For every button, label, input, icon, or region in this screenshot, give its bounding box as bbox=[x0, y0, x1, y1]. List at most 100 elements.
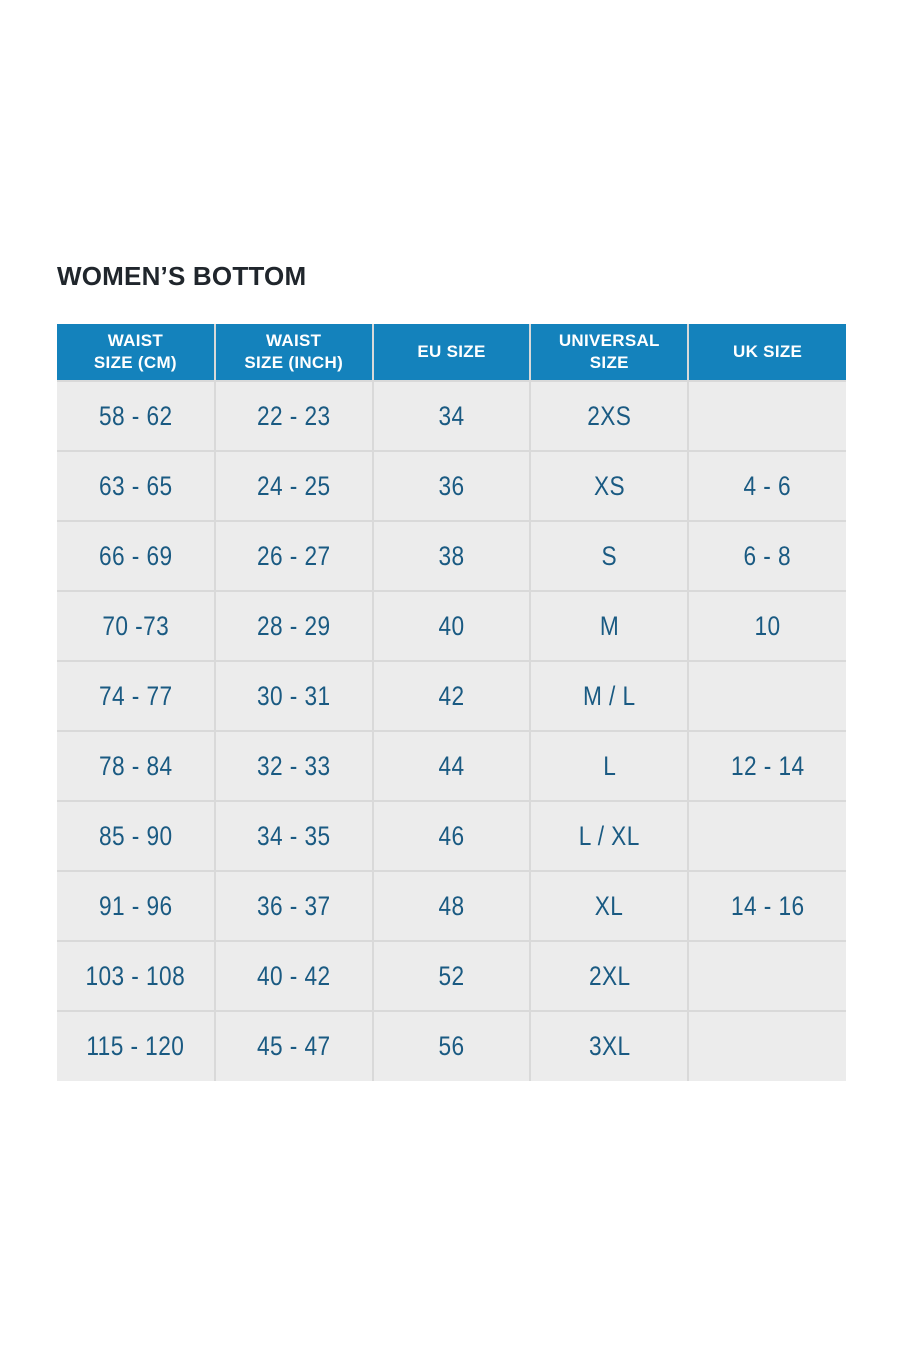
cell-value: 26 - 27 bbox=[256, 540, 331, 571]
cell-value: 91 - 96 bbox=[98, 890, 173, 921]
cell-value: 85 - 90 bbox=[98, 820, 173, 851]
size-cell: 78 - 84 bbox=[56, 730, 216, 802]
size-cell bbox=[687, 1010, 847, 1082]
size-cell: 24 - 25 bbox=[213, 450, 374, 522]
table-row: 66 - 69 26 - 27 38 S 6 - 8 bbox=[56, 520, 847, 592]
cell-value: 3XL bbox=[588, 1031, 631, 1061]
cell-value: 42 bbox=[438, 680, 465, 711]
cell-value: 115 - 120 bbox=[86, 1031, 185, 1061]
column-header: UNIVERSAL SIZE bbox=[529, 323, 690, 382]
size-cell: 52 bbox=[371, 940, 532, 1012]
cell-value: 45 - 47 bbox=[256, 1031, 331, 1061]
table-row: 115 - 120 45 - 47 56 3XL bbox=[56, 1010, 847, 1082]
table-row: 85 - 90 34 - 35 46 L / XL bbox=[56, 800, 847, 872]
size-cell: XS bbox=[529, 450, 690, 522]
cell-value: 38 bbox=[438, 540, 465, 571]
cell-value: 6 - 8 bbox=[743, 540, 792, 571]
size-cell: M bbox=[529, 590, 690, 662]
size-cell: 103 - 108 bbox=[56, 940, 216, 1012]
table-row: 74 - 77 30 - 31 42 M / L bbox=[56, 660, 847, 732]
size-cell: 91 - 96 bbox=[56, 870, 216, 942]
size-cell: 4 - 6 bbox=[687, 450, 847, 522]
size-cell: 28 - 29 bbox=[213, 590, 374, 662]
size-cell: 40 - 42 bbox=[213, 940, 374, 1012]
size-cell: 14 - 16 bbox=[687, 870, 847, 942]
size-cell: 56 bbox=[371, 1010, 532, 1082]
size-cell: 40 bbox=[371, 590, 532, 662]
size-cell bbox=[687, 940, 847, 1012]
cell-value: L bbox=[602, 750, 616, 781]
cell-value: M / L bbox=[583, 680, 636, 711]
cell-value: 32 - 33 bbox=[256, 750, 331, 781]
cell-value: S bbox=[601, 540, 618, 571]
column-header: EU SIZE bbox=[371, 323, 532, 382]
table-row: 91 - 96 36 - 37 48 XL 14 - 16 bbox=[56, 870, 847, 942]
cell-value: 44 bbox=[438, 750, 465, 781]
cell-value: XL bbox=[594, 890, 624, 921]
cell-value: 30 - 31 bbox=[256, 680, 331, 711]
size-cell: 70 -73 bbox=[56, 590, 216, 662]
size-chart-section: WOMEN’S BOTTOM WAIST SIZE (CM) WAIST SIZE… bbox=[56, 261, 847, 1082]
size-cell: 74 - 77 bbox=[56, 660, 216, 732]
cell-value: 24 - 25 bbox=[256, 470, 331, 501]
table-row: 70 -73 28 - 29 40 M 10 bbox=[56, 590, 847, 662]
cell-value: 40 - 42 bbox=[256, 960, 331, 991]
cell-value: 14 - 16 bbox=[730, 890, 805, 921]
size-cell: 115 - 120 bbox=[56, 1010, 216, 1082]
cell-value: 36 bbox=[438, 470, 465, 501]
cell-value: 58 - 62 bbox=[98, 400, 173, 431]
cell-value: 70 -73 bbox=[101, 610, 169, 641]
cell-value: 103 - 108 bbox=[85, 960, 186, 991]
page-title: WOMEN’S BOTTOM bbox=[57, 261, 307, 291]
table-header: WAIST SIZE (CM) WAIST SIZE (INCH) EU SIZE U… bbox=[56, 323, 847, 382]
cell-value: L / XL bbox=[578, 820, 640, 851]
size-cell: 34 - 35 bbox=[213, 800, 374, 872]
size-cell: 66 - 69 bbox=[56, 520, 216, 592]
cell-value: 2XS bbox=[587, 400, 632, 431]
table-row: 58 - 62 22 - 23 34 2XS bbox=[56, 380, 847, 452]
header-row: WAIST SIZE (CM) WAIST SIZE (INCH) EU SIZE U… bbox=[56, 323, 847, 382]
size-cell: 63 - 65 bbox=[56, 450, 216, 522]
size-cell: 2XL bbox=[529, 940, 690, 1012]
size-cell bbox=[687, 800, 847, 872]
size-cell bbox=[687, 660, 847, 732]
cell-value: 52 bbox=[438, 960, 465, 991]
size-cell: 85 - 90 bbox=[56, 800, 216, 872]
size-cell: 2XS bbox=[529, 380, 690, 452]
size-cell: 58 - 62 bbox=[56, 380, 216, 452]
size-cell: L / XL bbox=[529, 800, 690, 872]
size-cell: 38 bbox=[371, 520, 532, 592]
cell-value: 10 bbox=[754, 610, 781, 641]
size-cell: 48 bbox=[371, 870, 532, 942]
cell-value: 40 bbox=[438, 610, 465, 641]
size-cell: 10 bbox=[687, 590, 847, 662]
cell-value: 78 - 84 bbox=[98, 750, 173, 781]
cell-value: 34 - 35 bbox=[256, 820, 331, 851]
cell-value: 4 - 6 bbox=[743, 470, 792, 501]
cell-value: 74 - 77 bbox=[98, 680, 173, 711]
size-cell: 12 - 14 bbox=[687, 730, 847, 802]
cell-value: 56 bbox=[438, 1031, 465, 1061]
size-cell: 42 bbox=[371, 660, 532, 732]
column-header: WAIST SIZE (INCH) bbox=[213, 323, 374, 382]
size-cell: 22 - 23 bbox=[213, 380, 374, 452]
cell-value: 36 - 37 bbox=[256, 890, 331, 921]
cell-value: 66 - 69 bbox=[98, 540, 173, 571]
cell-value: 63 - 65 bbox=[98, 470, 173, 501]
size-cell: M / L bbox=[529, 660, 690, 732]
size-cell: 46 bbox=[371, 800, 532, 872]
size-cell: 6 - 8 bbox=[687, 520, 847, 592]
size-cell: XL bbox=[529, 870, 690, 942]
table-row: 78 - 84 32 - 33 44 L 12 - 14 bbox=[56, 730, 847, 802]
table-body: 58 - 62 22 - 23 34 2XS 63 - 65 24 - 25 36 XS 4 -… bbox=[56, 380, 847, 1082]
size-cell: 34 bbox=[371, 380, 532, 452]
size-cell: 45 - 47 bbox=[213, 1010, 374, 1082]
cell-value: 22 - 23 bbox=[256, 400, 331, 431]
cell-value: 12 - 14 bbox=[730, 750, 805, 781]
size-cell bbox=[687, 380, 847, 452]
column-header: UK SIZE bbox=[687, 323, 847, 382]
table-row: 103 - 108 40 - 42 52 2XL bbox=[56, 940, 847, 1012]
cell-value: 28 - 29 bbox=[256, 610, 331, 641]
size-cell: 26 - 27 bbox=[213, 520, 374, 592]
table-row: 63 - 65 24 - 25 36 XS 4 - 6 bbox=[56, 450, 847, 522]
